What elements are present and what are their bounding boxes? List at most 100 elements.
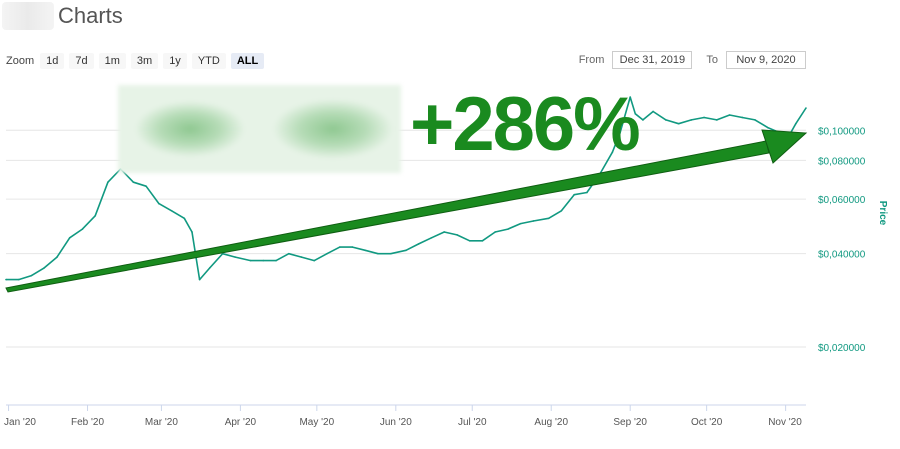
data-point (17, 278, 20, 281)
x-tick-label: Oct '20 (691, 417, 723, 428)
data-point (234, 256, 237, 258)
data-point (300, 256, 303, 258)
data-point (443, 231, 446, 233)
from-date-input[interactable]: Dec 31, 2019 (612, 51, 693, 69)
data-point (56, 256, 58, 258)
data-point (741, 116, 744, 119)
y-tick-label: $0,040000 (818, 250, 866, 261)
data-point (629, 96, 632, 98)
y-tick-label: $0,020000 (818, 343, 866, 354)
data-point (209, 267, 211, 269)
data-point (191, 231, 193, 233)
data-point (94, 214, 96, 217)
data-point (611, 151, 614, 153)
data-point (183, 217, 186, 220)
data-point (351, 246, 354, 248)
to-date-input[interactable]: Nov 9, 2020 (726, 51, 806, 69)
data-point (642, 119, 644, 121)
zoom-all-button[interactable]: ALL (230, 53, 265, 69)
data-point (573, 193, 575, 196)
zoom-1m-button[interactable]: 1m (98, 53, 126, 69)
x-tick-label: Jun '20 (380, 417, 412, 428)
data-point (326, 252, 328, 255)
data-point (795, 122, 797, 125)
zoom-1y-button[interactable]: 1y (163, 53, 187, 69)
data-point (805, 107, 807, 109)
trend-arrow-head (761, 129, 808, 164)
y-tick-label: $0,080000 (818, 156, 866, 167)
data-point (405, 249, 407, 252)
data-point (170, 209, 173, 212)
x-tick-label: Jul '20 (458, 417, 487, 428)
y-axis-ticks: $0,020000 $0,040000 $0,060000 $0,080000 $0,1… (818, 126, 866, 354)
data-point (519, 222, 522, 225)
data-point (338, 246, 341, 248)
x-tick-label: Mar '20 (145, 417, 178, 428)
percent-change-annotation: +286% (410, 82, 641, 167)
data-point (145, 185, 147, 188)
data-point (249, 259, 252, 262)
x-tick-label: Aug '20 (534, 417, 568, 428)
data-point (262, 259, 265, 262)
data-point (30, 274, 33, 277)
data-point (532, 220, 535, 222)
data-point (158, 202, 160, 205)
redacted-brand-name (2, 2, 54, 30)
data-point (766, 126, 769, 129)
date-range: From Dec 31, 2019 To Nov 9, 2020 (571, 51, 806, 69)
data-point (547, 217, 550, 220)
from-label: From (578, 54, 605, 66)
x-tick-label: Apr '20 (225, 417, 257, 428)
y-tick-label: $0,060000 (818, 195, 866, 206)
data-point (481, 240, 484, 242)
data-point (690, 119, 693, 121)
x-tick-label: Sep '20 (613, 417, 647, 428)
zoom-1d-button[interactable]: 1d (40, 53, 65, 69)
data-point (5, 278, 7, 281)
data-point (389, 252, 392, 255)
to-label: To (706, 54, 718, 66)
x-axis-ticks: Jan '20 Feb '20 Mar '20 Apr '20 May '20 Jun '… (4, 404, 806, 428)
x-tick-label: May '20 (299, 417, 334, 428)
data-point (716, 119, 718, 121)
data-point (313, 259, 316, 262)
data-point (468, 240, 471, 242)
data-point (132, 181, 135, 184)
data-point (417, 243, 420, 245)
zoom-ytd-button[interactable]: YTD (191, 53, 226, 69)
data-point (703, 116, 705, 119)
zoom-3m-button[interactable]: 3m (130, 53, 159, 69)
x-tick-label: Jan '20 (4, 417, 36, 428)
data-point (198, 278, 201, 281)
trend-arrow (5, 129, 808, 293)
data-point (728, 114, 731, 116)
data-point (586, 191, 588, 194)
y-axis-label: Price (877, 201, 888, 226)
data-point (754, 119, 756, 121)
data-point (494, 231, 496, 233)
data-point (665, 119, 667, 121)
y-tick-label: $0,100000 (818, 126, 866, 137)
x-tick-label: Feb '20 (71, 417, 104, 428)
data-point (43, 267, 46, 269)
zoom-7d-button[interactable]: 7d (69, 53, 94, 69)
x-tick-label: Nov '20 (768, 417, 802, 428)
data-point (288, 252, 290, 255)
data-point (677, 122, 680, 125)
data-point (652, 110, 654, 113)
data-point (377, 252, 379, 255)
data-point (560, 209, 563, 212)
data-point (619, 132, 621, 134)
data-point (81, 228, 84, 230)
data-point (364, 249, 367, 252)
data-point (275, 259, 277, 262)
data-point (456, 234, 458, 236)
data-point (507, 228, 509, 230)
redacted-logo-panel (118, 85, 401, 173)
data-point (68, 237, 71, 239)
data-point (430, 237, 433, 239)
page-title: Charts (58, 3, 123, 28)
trend-arrow-shaft (5, 140, 770, 293)
data-point (107, 181, 109, 184)
